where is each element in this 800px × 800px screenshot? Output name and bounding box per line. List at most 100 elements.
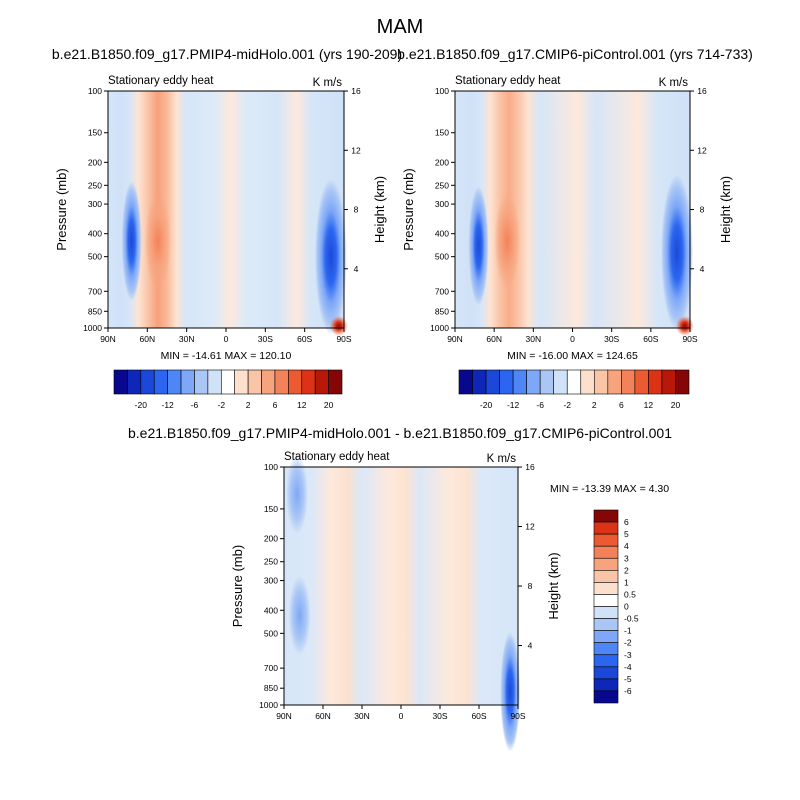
colorbar-swatch: [153, 369, 168, 395]
x-tick-label: 0: [399, 711, 404, 721]
colorbar-swatch: [472, 369, 487, 395]
height-tick-label: 8: [528, 581, 533, 591]
colorbar-label: 4: [624, 541, 629, 551]
colorbar-swatch: [593, 582, 619, 595]
colorbar-swatch: [526, 369, 541, 395]
x-tick-label: 0: [570, 334, 575, 344]
colorbar-label: 2: [246, 400, 251, 410]
x-tick-label: 60S: [297, 334, 312, 344]
field-feature-0: [286, 454, 308, 535]
height-tick-label: 16: [351, 86, 361, 96]
colorbar-label: -4: [624, 662, 632, 672]
colorbar-swatch: [648, 369, 663, 395]
colorbar-swatch: [593, 369, 609, 395]
y-tick-label: 1000: [430, 323, 449, 333]
height-tick-label: 16: [697, 86, 707, 96]
colorbar-swatch: [675, 369, 690, 395]
y-tick-label: 250: [435, 180, 449, 190]
colorbar-label: 2: [624, 565, 629, 575]
colorbar-label: -2: [624, 638, 632, 648]
y-tick-label: 700: [88, 286, 102, 296]
colorbar-swatch: [593, 545, 619, 559]
x-tick-label: 60S: [471, 711, 486, 721]
colorbar-label: 0.5: [624, 589, 636, 599]
y-tick-label: 400: [88, 229, 102, 239]
colorbar-label: -2: [563, 400, 571, 410]
height-tick-label: 4: [700, 264, 705, 274]
field-background: [455, 91, 690, 328]
min-max-label: MIN = -14.61 MAX = 120.10: [161, 350, 292, 362]
y-tick-label: 500: [264, 628, 278, 638]
colorbar: 6 5 4 3 2 1 0.5 0 -0.5 -1 -2 -3 -4 -5 -6: [593, 509, 639, 704]
field-feature-2: [500, 631, 521, 752]
colorbar-label: 1: [624, 577, 629, 587]
colorbar-swatch: [593, 557, 619, 571]
field-background: [284, 467, 518, 705]
y-tick-label: 1000: [83, 323, 102, 333]
y-tick-label: 700: [435, 286, 449, 296]
y-tick-label: 500: [435, 252, 449, 262]
x-tick-label: 60N: [315, 711, 331, 721]
height-tick-label: 12: [351, 145, 361, 155]
field-feature-3: [329, 315, 348, 336]
field-feature-2: [314, 178, 347, 335]
colorbar-label: 0: [624, 602, 629, 612]
colorbar-swatch: [593, 618, 619, 631]
height-tick-label: 8: [354, 205, 359, 215]
colorbar-label: -12: [507, 400, 520, 410]
colorbar-swatch: [593, 570, 619, 583]
colorbar-swatch: [593, 678, 619, 692]
colorbar-swatch: [127, 369, 142, 395]
colorbar-label: 6: [619, 400, 624, 410]
height-tick-label: 4: [528, 641, 533, 651]
y-tick-label: 200: [264, 534, 278, 544]
y-axis-label: Pressure (mb): [230, 545, 245, 627]
x-tick-label: 30N: [354, 711, 370, 721]
y-axis-label: Pressure (mb): [401, 168, 416, 250]
colorbar-swatch: [261, 369, 276, 395]
colorbar-swatch: [539, 369, 555, 395]
height-tick-label: 4: [354, 264, 359, 274]
panel-midholo: Stationary eddy heat K m/s100150200250300…: [54, 75, 387, 410]
colorbar-swatch: [274, 369, 289, 395]
colorbar: -20 -12 -6 -2 2 6 12 20: [113, 369, 343, 410]
right-axis-label: Height (km): [718, 176, 733, 243]
colorbar-swatch: [194, 369, 209, 395]
panel-b-title: b.e21.B1850.f09_g17.CMIP6-piControl.001 …: [397, 46, 753, 62]
y-tick-label: 1000: [259, 700, 278, 710]
colorbar-label: -20: [135, 400, 148, 410]
field-feature-2: [660, 174, 693, 331]
colorbar-swatch: [607, 369, 622, 395]
y-tick-label: 150: [88, 128, 102, 138]
colorbar-swatch: [234, 369, 249, 395]
y-axis-label: Pressure (mb): [54, 168, 69, 250]
y-tick-label: 400: [264, 605, 278, 615]
y-tick-label: 100: [435, 86, 449, 96]
colorbar-label: 6: [624, 517, 629, 527]
colorbar-swatch: [593, 642, 619, 656]
y-tick-label: 100: [88, 86, 102, 96]
colorbar-swatch: [634, 369, 649, 395]
y-tick-label: 300: [264, 576, 278, 586]
min-max-label: MIN = -13.39 MAX = 4.30: [550, 483, 669, 495]
y-tick-label: 100: [264, 462, 278, 472]
colorbar-label: 3: [624, 553, 629, 563]
min-max-label: MIN = -16.00 MAX = 124.65: [507, 350, 638, 362]
height-tick-label: 16: [525, 462, 535, 472]
units-label: K m/s: [659, 77, 689, 89]
colorbar-swatch: [314, 369, 329, 395]
x-tick-label: 30S: [432, 711, 447, 721]
panel-c-title: b.e21.B1850.f09_g17.PMIP4-midHolo.001 - …: [128, 425, 672, 441]
colorbar-swatch: [621, 369, 636, 395]
colorbar-swatch: [485, 369, 500, 395]
field-feature-0: [144, 193, 171, 290]
x-tick-label: 90N: [447, 334, 463, 344]
x-tick-label: 0: [224, 334, 229, 344]
right-axis-label: Height (km): [546, 552, 561, 619]
y-tick-label: 200: [435, 157, 449, 167]
colorbar-label: -2: [218, 400, 226, 410]
colorbar-label: 20: [671, 400, 681, 410]
panel-picontrol: Stationary eddy heat K m/s100150200250300…: [401, 75, 733, 410]
colorbar-swatch: [220, 369, 236, 395]
